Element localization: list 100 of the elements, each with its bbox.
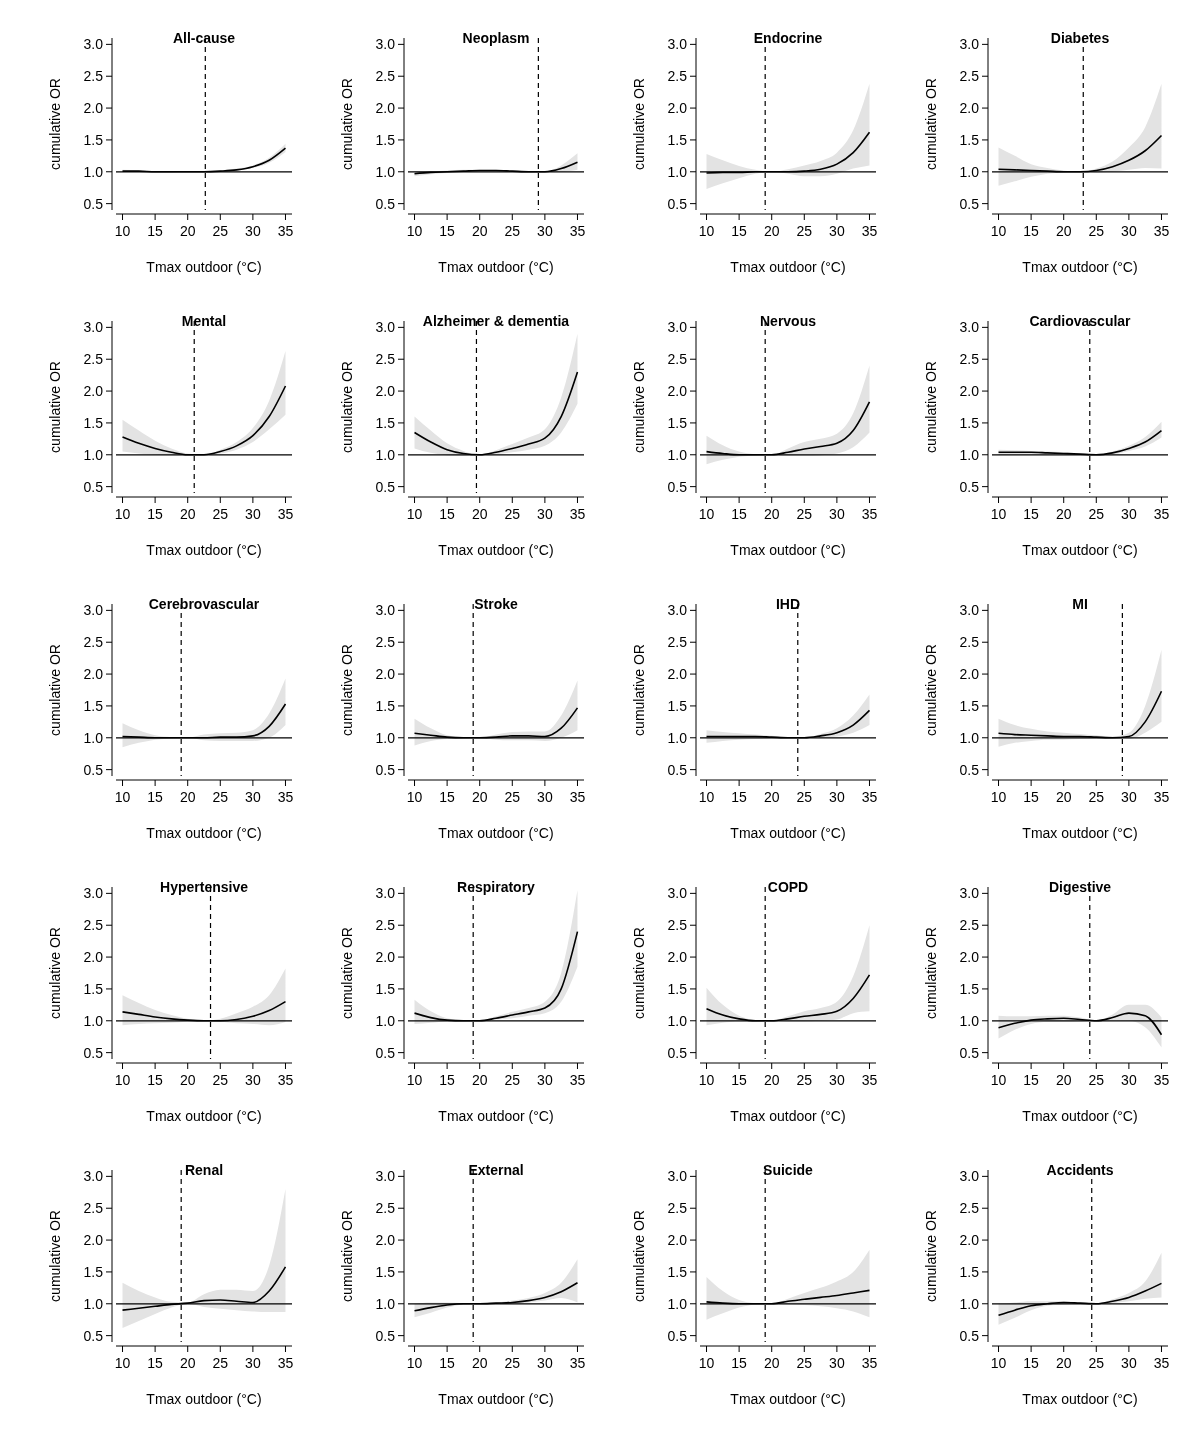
x-tick-label: 25 xyxy=(796,789,813,805)
y-tick-label: 0.5 xyxy=(83,1327,104,1344)
y-tick-label: 1.5 xyxy=(83,414,104,431)
x-tick-label: 35 xyxy=(569,1072,586,1088)
y-axis-title: cumulative OR xyxy=(339,644,355,736)
x-tick-label: 15 xyxy=(1023,1355,1040,1371)
x-tick-label: 10 xyxy=(114,1355,131,1371)
y-tick-label: 0.5 xyxy=(959,195,980,212)
x-tick-label: 25 xyxy=(1088,1072,1105,1088)
y-tick-label: 1.0 xyxy=(83,446,104,463)
y-tick-label: 2.5 xyxy=(375,351,396,368)
chart-title: Endocrine xyxy=(753,30,823,46)
x-tick-label: 35 xyxy=(1153,1355,1170,1371)
x-tick-label: 25 xyxy=(796,1355,813,1371)
x-tick-label: 15 xyxy=(731,789,748,805)
y-tick-label: 0.5 xyxy=(667,1044,688,1061)
x-tick-label: 35 xyxy=(861,789,878,805)
y-tick-label: 0.5 xyxy=(83,1044,104,1061)
y-tick-label: 1.5 xyxy=(667,131,688,148)
x-axis-title: Tmax outdoor (°C) xyxy=(1022,1391,1138,1407)
x-tick-label: 20 xyxy=(179,1072,196,1088)
y-tick-label: 1.5 xyxy=(959,980,980,997)
x-tick-label: 30 xyxy=(537,1072,553,1088)
x-tick-label: 25 xyxy=(504,506,521,522)
x-tick-label: 15 xyxy=(1023,223,1040,239)
x-axis-title: Tmax outdoor (°C) xyxy=(146,825,262,841)
x-axis-title: Tmax outdoor (°C) xyxy=(146,259,262,275)
y-tick-label: 1.5 xyxy=(375,980,396,997)
y-tick-label: 0.5 xyxy=(667,1327,688,1344)
x-tick-label: 20 xyxy=(1055,1072,1072,1088)
x-tick-label: 20 xyxy=(471,789,488,805)
y-tick-label: 2.0 xyxy=(959,666,980,683)
y-axis-title: cumulative OR xyxy=(47,78,63,170)
y-tick-label: 2.5 xyxy=(667,1200,688,1217)
y-tick-label: 1.5 xyxy=(959,414,980,431)
y-tick-label: 1.0 xyxy=(667,1295,688,1312)
x-tick-label: 20 xyxy=(179,789,196,805)
y-axis-title: cumulative OR xyxy=(47,927,63,1019)
y-tick-label: 1.5 xyxy=(667,414,688,431)
y-tick-label: 2.5 xyxy=(375,68,396,85)
y-tick-label: 2.5 xyxy=(959,917,980,934)
y-tick-label: 1.0 xyxy=(959,1012,980,1029)
y-tick-label: 2.0 xyxy=(83,1232,104,1249)
y-tick-label: 3.0 xyxy=(959,885,980,902)
chart-title: Stroke xyxy=(474,596,518,612)
x-axis-title: Tmax outdoor (°C) xyxy=(1022,259,1138,275)
x-tick-label: 20 xyxy=(763,223,780,239)
y-tick-label: 2.0 xyxy=(375,383,396,400)
x-tick-label: 30 xyxy=(245,506,261,522)
x-tick-label: 15 xyxy=(147,506,164,522)
x-axis-title: Tmax outdoor (°C) xyxy=(438,1108,554,1124)
y-tick-label: 3.0 xyxy=(959,319,980,336)
y-tick-label: 3.0 xyxy=(667,319,688,336)
y-tick-label: 1.5 xyxy=(375,1263,396,1280)
x-tick-label: 30 xyxy=(829,1072,845,1088)
x-tick-label: 35 xyxy=(861,1072,878,1088)
x-axis-title: Tmax outdoor (°C) xyxy=(438,542,554,558)
x-tick-label: 35 xyxy=(277,223,294,239)
x-tick-label: 15 xyxy=(147,223,164,239)
y-tick-label: 3.0 xyxy=(83,885,104,902)
x-tick-label: 10 xyxy=(698,789,715,805)
y-tick-label: 3.0 xyxy=(375,319,396,336)
chart-title: Mental xyxy=(181,313,227,329)
y-tick-label: 1.0 xyxy=(375,1295,396,1312)
y-tick-label: 0.5 xyxy=(83,761,104,778)
y-tick-label: 1.0 xyxy=(667,446,688,463)
x-tick-label: 10 xyxy=(990,1355,1007,1371)
x-tick-label: 10 xyxy=(990,1072,1007,1088)
y-tick-label: 0.5 xyxy=(959,761,980,778)
x-tick-label: 35 xyxy=(569,789,586,805)
x-axis-title: Tmax outdoor (°C) xyxy=(730,259,846,275)
y-tick-label: 0.5 xyxy=(375,1327,396,1344)
x-tick-label: 20 xyxy=(179,1355,196,1371)
chart-title: Cerebrovascular xyxy=(148,596,260,612)
x-tick-label: 10 xyxy=(406,223,423,239)
y-axis-title: cumulative OR xyxy=(47,644,63,736)
x-tick-label: 30 xyxy=(1121,1072,1137,1088)
y-axis-title: cumulative OR xyxy=(923,78,939,170)
y-tick-label: 2.5 xyxy=(83,351,104,368)
y-tick-label: 2.0 xyxy=(667,949,688,966)
y-tick-label: 2.5 xyxy=(83,1200,104,1217)
x-tick-label: 20 xyxy=(471,506,488,522)
y-tick-label: 1.5 xyxy=(83,1263,104,1280)
x-tick-label: 30 xyxy=(537,506,553,522)
x-tick-label: 25 xyxy=(1088,506,1105,522)
chart-title: Renal xyxy=(184,1162,224,1178)
x-tick-label: 30 xyxy=(829,789,845,805)
x-tick-label: 30 xyxy=(537,789,553,805)
x-tick-label: 25 xyxy=(212,1072,229,1088)
x-tick-label: 15 xyxy=(439,1072,456,1088)
y-tick-label: 3.0 xyxy=(375,1168,396,1185)
x-tick-label: 20 xyxy=(1055,223,1072,239)
chart-title: MI xyxy=(1072,596,1088,612)
x-tick-label: 35 xyxy=(277,789,294,805)
x-axis-title: Tmax outdoor (°C) xyxy=(730,1108,846,1124)
chart-title: Digestive xyxy=(1048,879,1112,895)
y-tick-label: 2.0 xyxy=(959,1232,980,1249)
x-tick-label: 30 xyxy=(245,223,261,239)
y-axis-title: cumulative OR xyxy=(923,927,939,1019)
x-tick-label: 15 xyxy=(439,789,456,805)
